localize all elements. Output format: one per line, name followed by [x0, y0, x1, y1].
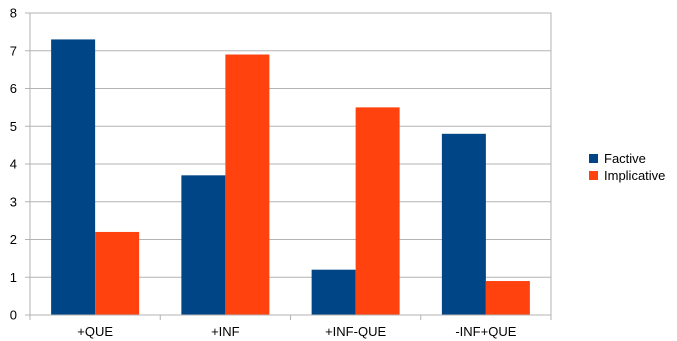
- bar-factive-0: [51, 39, 96, 316]
- y-tick-label: 0: [10, 308, 17, 323]
- bar-factive-3: [441, 133, 486, 315]
- legend-item-factive: Factive: [589, 150, 665, 167]
- y-tick-label: 7: [10, 43, 17, 58]
- bar-factive-1: [181, 175, 226, 315]
- bar-implicative-2: [355, 107, 400, 315]
- legend-swatch-factive: [589, 154, 598, 163]
- x-tick-label: -INF+QUE: [455, 324, 516, 339]
- y-tick-label: 1: [10, 270, 17, 285]
- legend-label-implicative: Implicative: [604, 168, 666, 183]
- y-tick-label: 2: [10, 232, 17, 247]
- x-tick-labels: +QUE +INF +INF-QUE -INF+QUE: [77, 324, 516, 339]
- x-tick-label: +INF-QUE: [325, 324, 386, 339]
- y-tick-label: 5: [10, 119, 17, 134]
- legend-item-implicative: Implicative: [589, 167, 665, 184]
- x-tick-label: +INF: [211, 324, 240, 339]
- bar-implicative-0: [95, 231, 140, 315]
- y-tick-label: 6: [10, 81, 17, 96]
- y-tick-labels: 0 1 2 3 4 5 6 7 8: [10, 6, 17, 323]
- bar-implicative-1: [225, 54, 270, 316]
- y-tick-label: 4: [10, 157, 17, 172]
- axes: [25, 12, 552, 320]
- legend-swatch-implicative: [589, 171, 598, 180]
- bars: [51, 39, 530, 316]
- x-tick-label: +QUE: [77, 324, 113, 339]
- bar-implicative-3: [485, 281, 530, 315]
- bar-factive-2: [311, 269, 356, 315]
- legend-label-factive: Factive: [604, 151, 646, 166]
- y-tick-label: 3: [10, 194, 17, 209]
- y-tick-label: 8: [10, 6, 17, 21]
- legend: Factive Implicative: [589, 150, 665, 184]
